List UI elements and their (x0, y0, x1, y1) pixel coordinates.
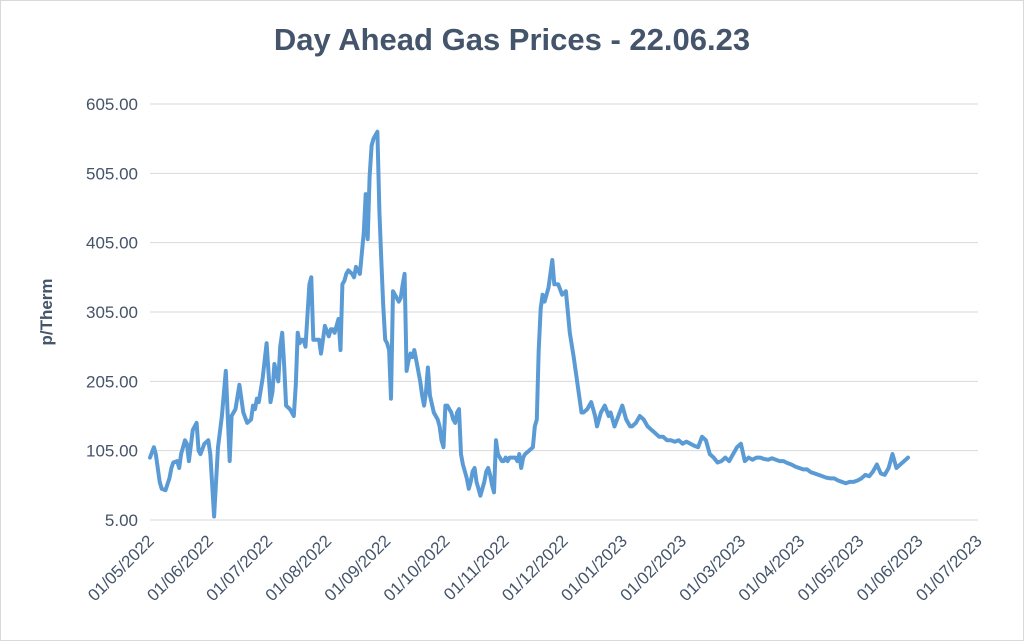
y-tick-label: 305.00 (86, 303, 138, 322)
y-tick-label: 205.00 (86, 372, 138, 391)
y-tick-label: 105.00 (86, 442, 138, 461)
y-tick-label: 505.00 (86, 164, 138, 183)
y-axis-label: p/Therm (37, 278, 56, 345)
series-line (148, 129, 910, 519)
y-tick-label: 605.00 (86, 95, 138, 114)
chart-title: Day Ahead Gas Prices - 22.06.23 (273, 22, 751, 57)
y-tick-label: 405.00 (86, 234, 138, 253)
y-tick-label: 5.00 (105, 511, 138, 530)
